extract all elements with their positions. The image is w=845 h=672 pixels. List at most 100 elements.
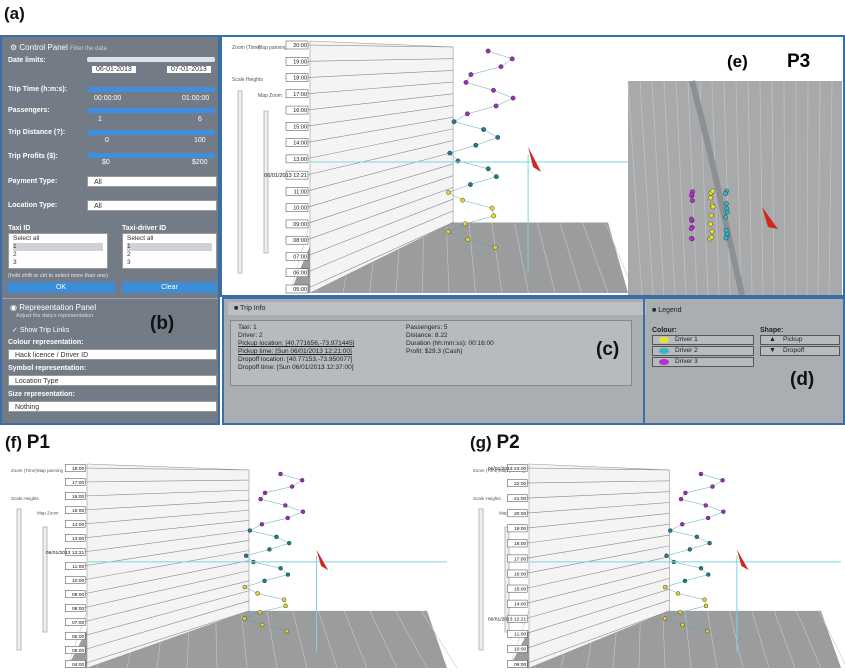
trip-point	[287, 540, 292, 546]
map-road	[445, 222, 450, 294]
time-line	[82, 610, 250, 665]
trip-point	[723, 214, 729, 220]
trip-point	[723, 235, 729, 241]
select[interactable]: Nothing	[8, 401, 217, 412]
list-option[interactable]: Select all	[13, 235, 40, 242]
time-label: 10:00	[72, 578, 85, 584]
legend-text: Driver 2	[675, 347, 698, 354]
divider	[643, 299, 645, 423]
trip-point	[465, 111, 470, 117]
time-line	[524, 467, 670, 471]
select[interactable]: All	[87, 176, 217, 187]
time-tag	[507, 524, 528, 533]
map-road	[292, 610, 308, 669]
time-tag	[65, 646, 86, 654]
slider-track[interactable]	[504, 526, 510, 633]
control-label: Map Zoom	[37, 510, 59, 515]
date-from: 06-01-2013	[92, 66, 136, 73]
time-tag	[285, 252, 309, 261]
figure-label: (f) P1	[5, 432, 50, 454]
slider[interactable]	[87, 57, 215, 62]
time-tag	[65, 520, 86, 528]
time-label: 19:00	[293, 59, 307, 65]
range-min: 0	[105, 137, 109, 144]
list-option[interactable]: 2	[13, 251, 17, 258]
slider-track[interactable]	[16, 508, 22, 651]
trip-point	[460, 197, 466, 203]
time-label: 06/01/2013 12:21	[46, 550, 85, 556]
listbox[interactable]: Select all 1 2 3	[122, 233, 217, 269]
slider[interactable]	[87, 153, 215, 158]
time-label: 21:00	[514, 496, 527, 502]
cursor-arrow	[316, 549, 329, 571]
map-road	[796, 610, 822, 669]
trip-point	[721, 509, 726, 514]
list-option[interactable]: 2	[127, 251, 131, 258]
time-tag	[285, 40, 309, 50]
slider-track[interactable]	[478, 508, 484, 651]
checkbox[interactable]: ✓ Show Trip Links	[12, 327, 70, 334]
list-option[interactable]: Select all	[127, 235, 154, 242]
time-label: 19:00	[514, 526, 527, 532]
time-tag	[507, 464, 528, 472]
slider-track[interactable]	[42, 526, 48, 633]
time-tag	[65, 548, 86, 556]
map-road	[343, 610, 368, 669]
trip-point	[723, 201, 729, 206]
ok-button[interactable]: OK	[7, 282, 115, 293]
header-text: Trip Info	[240, 305, 266, 312]
time-tag	[507, 599, 528, 608]
slider-track[interactable]	[237, 90, 243, 274]
trip-point	[485, 166, 491, 172]
time-line	[305, 81, 454, 95]
trip-point	[707, 540, 712, 546]
time-tag	[65, 618, 86, 626]
trip-point	[708, 195, 714, 201]
time-label: 09:00	[72, 592, 85, 598]
field-label: Payment Type:	[8, 178, 58, 185]
select[interactable]: Location Type	[8, 375, 217, 386]
list-option[interactable]: 1	[127, 243, 212, 251]
select[interactable]: All	[87, 200, 217, 211]
list-option[interactable]: 1	[13, 243, 103, 251]
slider[interactable]	[87, 87, 215, 92]
range-min: 00:00:00	[94, 95, 122, 102]
map-road	[491, 222, 503, 294]
time-label: 05:00	[72, 648, 85, 654]
slider-track[interactable]	[263, 110, 269, 254]
listbox[interactable]: Select all 1 2 3	[8, 233, 108, 269]
trip-point	[455, 158, 461, 164]
trip-point	[687, 547, 693, 552]
time-line	[305, 187, 454, 241]
time-line	[524, 502, 670, 514]
time-tag	[507, 584, 528, 593]
time-tag	[65, 576, 86, 584]
time-line	[524, 523, 670, 544]
slider[interactable]	[87, 130, 215, 135]
trip-point	[680, 522, 685, 527]
trip-point	[473, 142, 479, 148]
trip-point	[698, 566, 704, 571]
time-line	[305, 140, 454, 176]
clear-button[interactable]: Clear	[122, 282, 217, 293]
trip-point	[481, 127, 487, 132]
trip-point	[274, 534, 279, 540]
list-option[interactable]: 3	[13, 259, 17, 266]
trip-info-header: ■ Trip Info	[228, 302, 646, 315]
time-tag	[65, 590, 86, 598]
label-letter: (f)	[5, 433, 22, 452]
trip-point	[492, 244, 498, 250]
time-label: 15:00	[72, 508, 85, 514]
trip-point	[485, 48, 491, 54]
space-time-cube-view: Zoom (Time)Map panning Scale Heights Map Z…	[5, 460, 460, 670]
select[interactable]: Hack licence / Driver ID	[8, 349, 217, 360]
time-line	[524, 480, 670, 484]
time-label: 18:00	[293, 76, 307, 82]
list-option[interactable]: 3	[127, 259, 131, 266]
time-label: 22:00	[514, 481, 527, 487]
legend-swatch	[659, 337, 669, 343]
trip-point	[278, 471, 283, 477]
slider[interactable]	[87, 108, 215, 113]
time-line	[524, 567, 670, 604]
